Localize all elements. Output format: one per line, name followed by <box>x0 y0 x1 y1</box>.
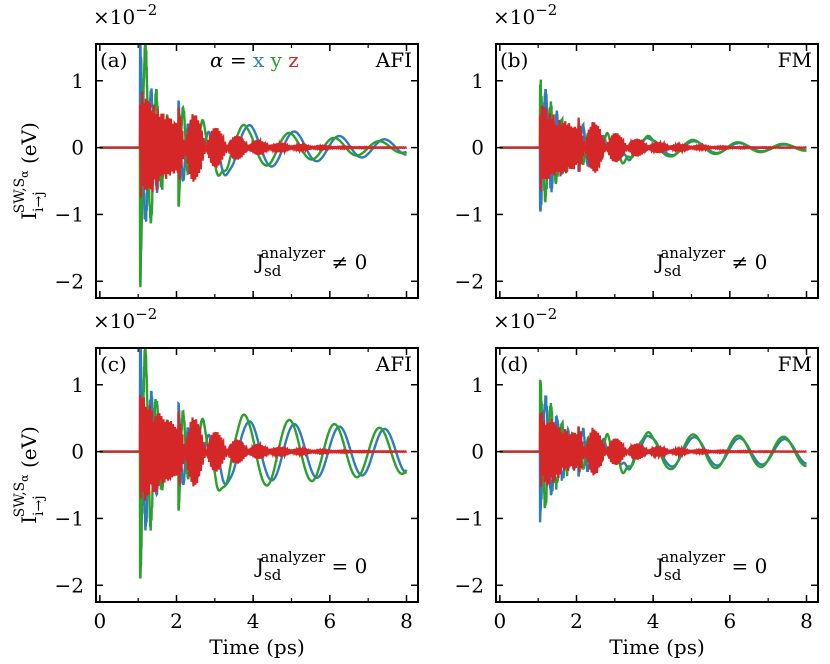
y-tick-label: −1 <box>455 202 484 226</box>
series-y-line <box>99 44 408 288</box>
plot-frame <box>95 43 419 299</box>
series-x-line <box>99 348 408 531</box>
series-y-line <box>499 79 807 203</box>
jsd-annotation: Jsdanalyzer = 0 <box>254 548 367 584</box>
series-z-line <box>499 412 807 487</box>
series-x-line <box>99 44 407 222</box>
alpha-legend: α = x y z <box>210 48 299 72</box>
x-tick-label: 8 <box>400 609 413 633</box>
y-tick-label: −1 <box>55 202 84 226</box>
x-tick-label: 0 <box>93 609 106 633</box>
series-z-line <box>499 105 807 192</box>
x-axis-label: Time (ps) <box>209 635 305 659</box>
panel-label: (a) <box>100 48 128 72</box>
x-tick-label: 0 <box>493 609 506 633</box>
series-z-line <box>99 91 407 198</box>
panel-d: 0 2 4 6 8 −2 −1 0 1 ×10−2 (d) FM Jsdanalyzer = 0 Time… <box>455 305 819 659</box>
panel-label: (b) <box>500 48 528 72</box>
y-tick-label: −2 <box>55 573 84 597</box>
material-label: AFI <box>375 48 412 72</box>
panel-c: 0 2 4 6 8 −2 −1 0 1 ×10−2 (c) AFI Jsdanalyzer = 0 Ii→… <box>12 305 419 659</box>
y-tick-label: −2 <box>55 269 84 293</box>
x-tick-label: 4 <box>647 609 660 633</box>
panel-b: −2 −1 0 1 ×10−2 (b) FM Jsdanalyzer ≠ 0 <box>455 1 819 299</box>
series-y-line <box>499 379 807 509</box>
x-tick-label: 6 <box>323 609 336 633</box>
x-tick-label: 6 <box>723 609 736 633</box>
y-tick-label: 0 <box>471 440 484 464</box>
material-label: FM <box>778 352 812 376</box>
material-label: AFI <box>375 352 412 376</box>
x-tick-label: 4 <box>247 609 260 633</box>
y-tick-label: 1 <box>71 69 84 93</box>
y-tick-label: 1 <box>71 373 84 397</box>
y-tick-label: −2 <box>455 573 484 597</box>
y-tick-label: 1 <box>471 373 484 397</box>
y-tick-label: 0 <box>471 136 484 160</box>
series-y-line <box>99 348 408 579</box>
y-axis-label: Ii→jSW,Sα (eV) <box>12 122 47 220</box>
x-tick-label: 8 <box>800 609 813 633</box>
x-axis-label: Time (ps) <box>609 635 705 659</box>
plot-frame <box>495 347 819 603</box>
jsd-annotation: Jsdanalyzer ≠ 0 <box>654 244 767 280</box>
plot-frame <box>95 347 419 603</box>
x-tick-label: 2 <box>570 609 583 633</box>
axis-multiplier: ×10−2 <box>93 305 157 333</box>
plot-frame <box>495 43 819 299</box>
y-tick-label: −1 <box>55 506 84 530</box>
x-tick-label: 2 <box>170 609 183 633</box>
y-tick-label: −1 <box>455 506 484 530</box>
y-tick-label: 0 <box>71 440 84 464</box>
axis-multiplier: ×10−2 <box>493 1 557 29</box>
material-label: FM <box>778 48 812 72</box>
series-z-line <box>99 394 407 501</box>
y-axis-label: Ii→jSW,Sα (eV) <box>12 426 47 524</box>
y-tick-label: −2 <box>455 269 484 293</box>
panel-a: −2 −1 0 1 ×10−2 (a) AFI Jsdanalyzer ≠ 0 Ii→jSW,S… <box>12 1 419 299</box>
panel-label: (c) <box>100 352 127 376</box>
y-tick-label: 1 <box>471 69 484 93</box>
axis-multiplier: ×10−2 <box>93 1 157 29</box>
jsd-annotation: Jsdanalyzer = 0 <box>654 548 767 584</box>
axis-multiplier: ×10−2 <box>493 305 557 333</box>
y-tick-label: 0 <box>71 136 84 160</box>
panel-label: (d) <box>500 352 528 376</box>
jsd-annotation: Jsdanalyzer ≠ 0 <box>254 244 367 280</box>
